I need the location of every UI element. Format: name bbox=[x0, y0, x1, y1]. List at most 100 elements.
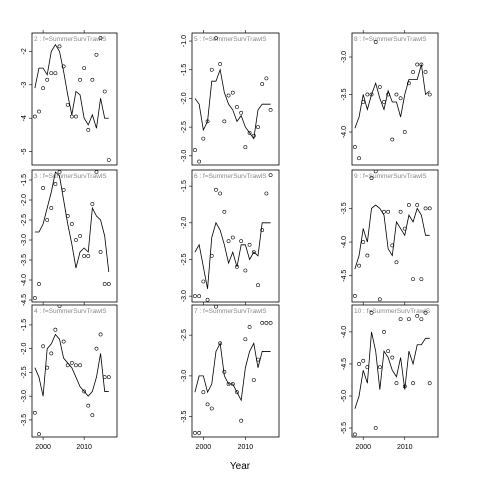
panel-frame bbox=[31, 169, 118, 303]
point bbox=[407, 317, 411, 321]
point bbox=[106, 375, 111, 380]
point bbox=[102, 89, 107, 94]
panel-frame bbox=[191, 304, 280, 438]
point bbox=[74, 363, 78, 368]
y-tick-label: -3.0 bbox=[181, 290, 188, 302]
point bbox=[230, 235, 235, 240]
y-tick-label: -4.0 bbox=[341, 236, 348, 248]
point bbox=[415, 62, 420, 67]
point bbox=[361, 358, 366, 363]
x-tick-label: 2000 bbox=[355, 444, 371, 451]
x-axis-label: Year bbox=[230, 461, 251, 472]
y-tick-label: -3.0 bbox=[181, 150, 188, 162]
point bbox=[247, 130, 252, 135]
y-tick-label: -2.0 bbox=[181, 217, 188, 229]
x-tick-label: 2000 bbox=[196, 444, 212, 451]
fit-line bbox=[34, 43, 109, 129]
point bbox=[369, 310, 374, 315]
point bbox=[373, 170, 378, 174]
point bbox=[264, 191, 269, 196]
point bbox=[369, 176, 374, 180]
point bbox=[53, 71, 58, 76]
point bbox=[32, 114, 37, 119]
y-tick-label: -4.0 bbox=[341, 326, 348, 338]
point bbox=[69, 222, 74, 226]
point bbox=[268, 108, 273, 112]
point bbox=[69, 114, 74, 119]
strip-label: 8 : f=SummerSurvTrawlS bbox=[354, 36, 427, 43]
point bbox=[45, 218, 50, 222]
point bbox=[243, 145, 248, 150]
point bbox=[57, 44, 62, 49]
point bbox=[106, 158, 111, 162]
y-tick-label: -5.0 bbox=[341, 390, 348, 402]
point bbox=[49, 71, 54, 76]
point bbox=[373, 426, 378, 430]
point bbox=[394, 381, 399, 386]
point bbox=[53, 182, 58, 186]
point bbox=[98, 250, 103, 254]
point bbox=[45, 77, 50, 82]
point bbox=[193, 431, 197, 435]
point bbox=[251, 378, 256, 382]
strip-label: 5 : f=SummerSurvTrawlS bbox=[194, 36, 267, 43]
point bbox=[361, 240, 366, 244]
point bbox=[427, 381, 432, 386]
point bbox=[260, 82, 265, 86]
point bbox=[209, 406, 214, 411]
point bbox=[398, 317, 403, 321]
x-tick-label: 2000 bbox=[35, 444, 51, 451]
point bbox=[98, 332, 103, 337]
y-tick-label: -1.5 bbox=[21, 319, 28, 331]
point bbox=[209, 67, 214, 72]
point bbox=[357, 156, 361, 161]
point bbox=[377, 297, 382, 302]
point bbox=[268, 321, 273, 325]
point bbox=[82, 66, 87, 70]
point bbox=[41, 186, 45, 190]
point bbox=[201, 279, 206, 284]
fit-line bbox=[34, 171, 110, 273]
panel-frame bbox=[351, 169, 439, 303]
y-tick-label: -3 bbox=[21, 82, 28, 88]
point bbox=[32, 410, 37, 415]
y-tick-label: -3.5 bbox=[21, 254, 28, 266]
point bbox=[239, 418, 244, 423]
point bbox=[230, 90, 235, 95]
point bbox=[74, 114, 78, 119]
point bbox=[382, 330, 386, 334]
point bbox=[94, 346, 99, 351]
y-tick-label: -2.0 bbox=[21, 343, 28, 355]
y-tick-label: -5 bbox=[21, 148, 28, 154]
point bbox=[78, 234, 82, 238]
point bbox=[218, 191, 223, 196]
panel-frame bbox=[31, 32, 118, 166]
y-tick-label: -5.5 bbox=[341, 422, 348, 434]
fit-line bbox=[194, 221, 271, 289]
point bbox=[32, 296, 37, 300]
point bbox=[57, 305, 62, 308]
y-tick-label: -3.0 bbox=[21, 234, 28, 246]
fit-line bbox=[354, 204, 430, 270]
point bbox=[411, 277, 415, 282]
y-tick-label: -2.5 bbox=[181, 253, 188, 265]
point bbox=[407, 81, 411, 86]
y-tick-label: -1.0 bbox=[181, 35, 188, 47]
y-tick-label: -3.0 bbox=[21, 390, 28, 402]
point bbox=[197, 159, 202, 164]
point bbox=[260, 228, 265, 233]
y-tick-label: -2.0 bbox=[181, 92, 188, 104]
point bbox=[382, 209, 386, 214]
point bbox=[411, 70, 415, 74]
panel-frame bbox=[191, 169, 280, 303]
point bbox=[365, 253, 370, 258]
point bbox=[82, 389, 87, 394]
point bbox=[226, 239, 231, 244]
plot-area bbox=[32, 36, 111, 162]
point bbox=[386, 349, 391, 354]
panel-frame bbox=[191, 32, 280, 166]
point bbox=[74, 238, 78, 242]
y-tick-label: -2 bbox=[21, 48, 28, 54]
plot-area bbox=[193, 36, 273, 164]
